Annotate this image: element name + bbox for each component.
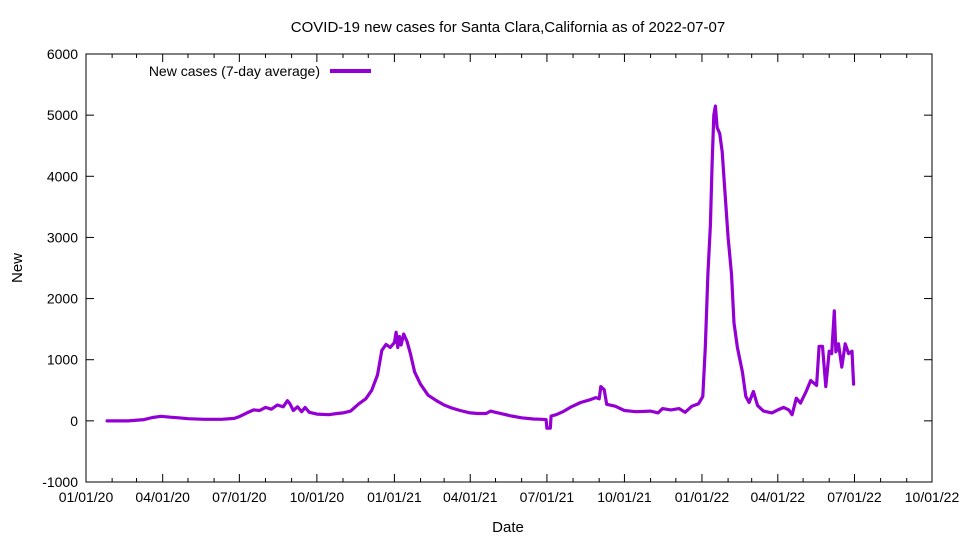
x-tick-label: 01/01/20 — [59, 489, 114, 505]
legend-label: New cases (7-day average) — [149, 63, 320, 79]
y-tick-label: 6000 — [47, 46, 78, 62]
x-axis-label: Date — [492, 519, 524, 536]
x-tick-label: 07/01/20 — [212, 489, 267, 505]
x-tick-label: 10/01/21 — [597, 489, 652, 505]
y-tick-label: 1000 — [47, 352, 78, 368]
axes — [85, 53, 933, 483]
x-tick-label: 01/01/21 — [367, 489, 422, 505]
x-tick-label: 04/01/20 — [135, 489, 190, 505]
x-tick-label: 10/01/22 — [905, 489, 960, 505]
legend: New cases (7-day average) — [149, 63, 371, 79]
ticks: -1000 0 1000 2000 3000 4000 5000 6000 01/01/20 04… — [42, 46, 959, 505]
y-tick-label: 0 — [70, 413, 78, 429]
y-tick-label: 3000 — [47, 229, 78, 245]
y-tick-label: 4000 — [47, 168, 78, 184]
plot-frame — [85, 53, 933, 483]
chart-title: COVID-19 new cases for Santa Clara,Calif… — [291, 19, 725, 36]
x-tick-label: 04/01/21 — [443, 489, 498, 505]
x-tick-label: 10/01/20 — [290, 489, 345, 505]
series-group — [105, 104, 856, 430]
y-tick-label: 2000 — [47, 291, 78, 307]
y-axis-label: New — [9, 253, 26, 283]
y-tick-label: -1000 — [42, 474, 78, 490]
y-tick-label: 5000 — [47, 107, 78, 123]
series-line — [105, 104, 856, 430]
x-tick-label: 07/01/21 — [520, 489, 575, 505]
x-tick-label: 07/01/22 — [827, 489, 882, 505]
x-tick-label: 04/01/22 — [751, 489, 806, 505]
x-tick-label: 01/01/22 — [675, 489, 730, 505]
